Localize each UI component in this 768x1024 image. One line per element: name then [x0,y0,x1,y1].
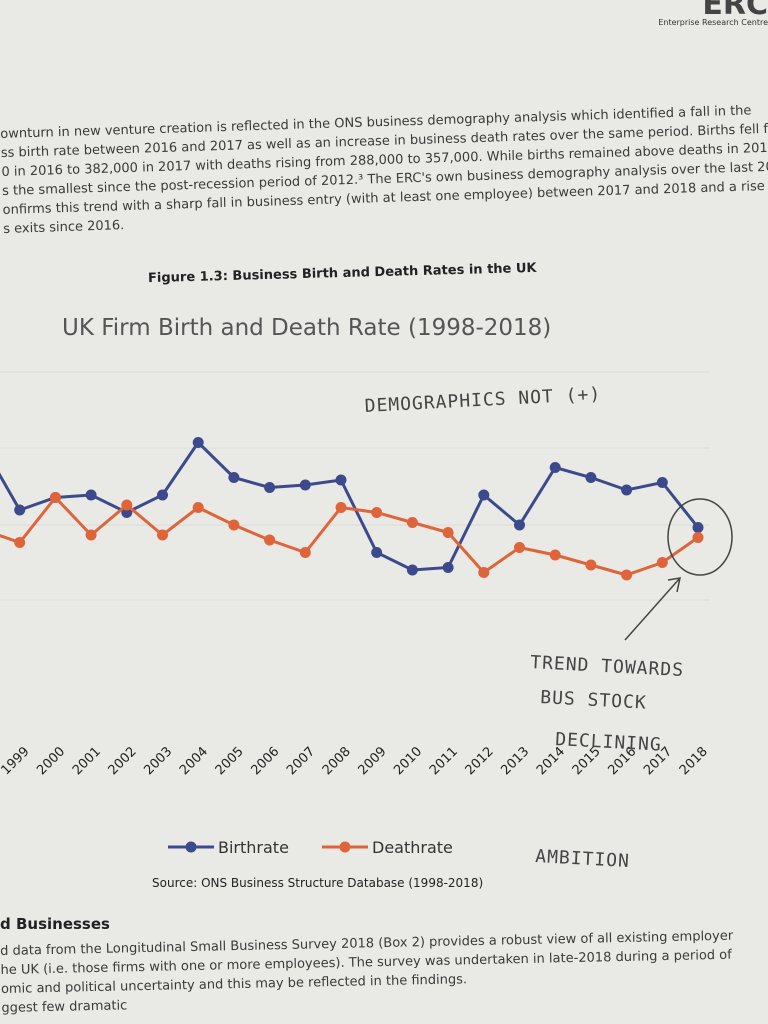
x-tick-label: 2000 [34,744,68,778]
x-tick-label: 2008 [320,744,354,778]
source-note: Source: ONS Business Structure Database … [152,876,484,890]
data-point [121,499,133,511]
x-tick-label: 1999 [0,744,33,778]
x-tick-label: 2002 [106,744,140,778]
data-point [478,489,490,501]
x-tick-label: 2012 [463,744,497,778]
x-tick-label: 2001 [70,744,104,778]
data-point [442,527,454,538]
logo-subtitle: Enterprise Research Centre [658,18,768,27]
legend-label: Birthrate [218,838,289,857]
data-point [14,504,26,516]
section-heading: d Businesses [0,915,110,933]
data-point [406,564,418,576]
legend-label: Deathrate [372,838,453,857]
x-tick-label: 2009 [356,744,390,778]
data-point [442,562,454,573]
handwritten-note: DEMOGRAPHICS NOT (+) [364,384,602,417]
data-point [585,472,597,483]
x-tick-label: 2004 [177,744,211,778]
data-point [157,489,168,501]
data-point [692,532,704,543]
chart-title: UK Firm Birth and Death Rate (1998-2018) [62,315,551,341]
data-point [157,529,168,541]
data-point [14,537,26,548]
legend-marker [339,841,351,853]
x-tick-label: 2011 [427,744,461,778]
data-point [621,569,633,581]
data-point [514,519,525,531]
data-point [621,484,633,496]
logo-text: ERC [702,0,768,22]
handwritten-note: DECLINING [555,729,662,756]
data-point [49,492,61,503]
data-point [656,557,668,568]
data-point [264,534,276,546]
handwritten-note: BUS STOCK [540,687,647,714]
data-point [299,479,311,491]
data-point [228,519,240,531]
data-point [478,567,490,578]
handwritten-circle [667,498,733,576]
data-point [335,502,347,513]
data-point [585,559,597,571]
data-point [264,482,276,493]
x-tick-label: 2003 [141,744,175,778]
x-tick-label: 2005 [213,744,247,778]
handwritten-note: AMBITION [535,846,631,872]
logo: ERC Enterprise Research Centre [658,0,768,27]
data-point [335,474,347,486]
x-tick-label: 2006 [248,744,282,778]
x-tick-label: 2007 [284,744,318,778]
data-point [85,489,97,501]
x-tick-label: 2010 [391,744,425,778]
data-point [192,437,204,448]
x-tick-label: 2013 [498,744,532,778]
handwritten-arrow [624,577,681,641]
data-point [85,529,97,541]
x-tick-label: 2018 [677,744,711,778]
series-line [0,440,700,572]
data-point [514,542,525,553]
data-point [371,507,383,518]
handwritten-note: TREND TOWARDS [530,652,685,681]
data-point [549,462,561,473]
data-point [406,517,418,528]
legend-marker [185,841,197,853]
data-point [371,547,383,558]
data-point [549,549,561,561]
data-point [656,477,668,488]
data-point [299,547,311,558]
data-point [228,472,240,483]
data-point [192,502,204,513]
data-point [692,522,704,533]
